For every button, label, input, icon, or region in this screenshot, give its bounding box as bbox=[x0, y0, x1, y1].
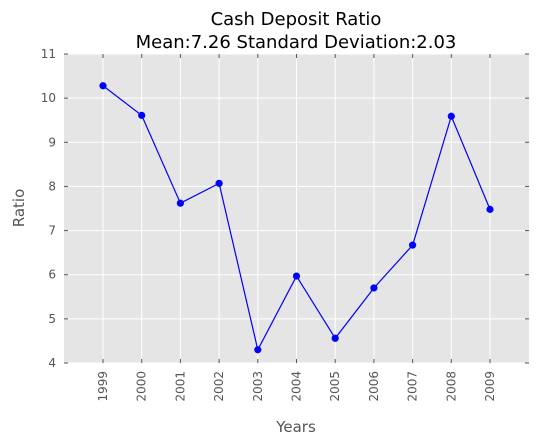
data-point bbox=[331, 334, 339, 342]
data-point bbox=[370, 284, 378, 292]
x-tick-label: 2002 bbox=[212, 371, 226, 402]
axis-ticks bbox=[64, 53, 529, 364]
data-point bbox=[486, 205, 494, 213]
x-tick-label: 2004 bbox=[290, 371, 304, 402]
tick-labels: 4 5 6 7 8 9 10 11 1999 2000 2001 2002 2003 2004 2005 20… bbox=[41, 47, 497, 402]
data-point bbox=[254, 346, 262, 354]
data-point bbox=[215, 179, 223, 187]
y-tick-label: 11 bbox=[41, 47, 56, 61]
x-tick-label: 2001 bbox=[173, 371, 187, 402]
y-tick-label: 7 bbox=[48, 224, 56, 238]
x-axis-label: Years bbox=[275, 418, 316, 436]
x-tick-label: 2007 bbox=[406, 371, 420, 402]
series-line-group bbox=[99, 82, 494, 354]
chart-title: Cash Deposit Ratio bbox=[211, 9, 382, 30]
data-point bbox=[138, 111, 146, 119]
x-tick-label: 1999 bbox=[96, 371, 110, 402]
chart-subtitle: Mean:7.26 Standard Deviation:2.03 bbox=[136, 32, 457, 53]
x-tick-label: 2005 bbox=[328, 371, 342, 402]
y-axis-label: Ratio bbox=[10, 189, 28, 228]
x-tick-label: 2008 bbox=[444, 371, 458, 402]
data-point bbox=[409, 241, 417, 249]
x-tick-label: 2009 bbox=[483, 371, 497, 402]
x-tick-label: 2003 bbox=[251, 371, 265, 402]
y-tick-label: 10 bbox=[41, 91, 56, 105]
x-tick-label: 2006 bbox=[367, 371, 381, 402]
y-tick-label: 6 bbox=[48, 268, 56, 282]
data-point bbox=[447, 112, 455, 120]
y-tick-label: 4 bbox=[48, 356, 56, 370]
data-point bbox=[99, 82, 107, 90]
y-tick-label: 5 bbox=[48, 312, 56, 326]
data-point bbox=[176, 199, 184, 207]
y-tick-label: 8 bbox=[48, 179, 56, 193]
x-tick-label: 2000 bbox=[135, 371, 149, 402]
y-tick-label: 9 bbox=[48, 135, 56, 149]
data-point bbox=[292, 272, 301, 280]
